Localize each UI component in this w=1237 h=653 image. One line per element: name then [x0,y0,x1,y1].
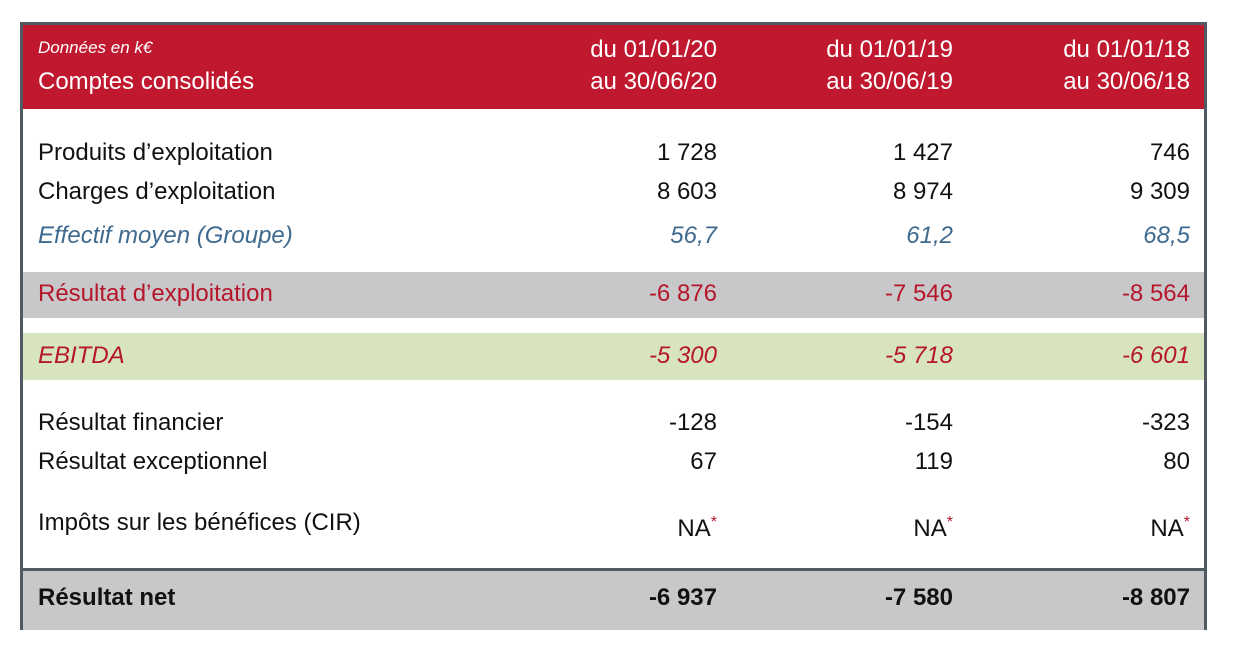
row-label: Charges d’exploitation [38,178,276,205]
header-band [23,25,1204,109]
cell: 1 728 [656,139,717,166]
cell: -8 564 [1121,280,1190,307]
cell: 80 [1163,448,1190,475]
footnote-mark: * [710,514,717,531]
cell: 746 [1149,139,1190,166]
cell: -6 937 [648,584,717,611]
cell: 119 [914,448,953,475]
cell-text: NA [1150,515,1184,542]
row-label: Produits d’exploitation [38,139,273,166]
footnote-mark: * [946,514,953,531]
cell: -7 580 [884,584,953,611]
row-label: Résultat net [38,584,176,611]
cell: 56,7 [670,222,717,249]
header-title: Comptes consolidés [38,68,255,95]
period-label: au 30/06/18 [1063,68,1190,95]
cell: NA* [1150,509,1190,543]
unit: Données en k€ [38,38,153,57]
cell: 9 309 [1129,178,1190,205]
cell-text: NA [913,515,947,542]
cell: -8 807 [1121,584,1190,611]
cell: -323 [1141,409,1190,436]
period-label: au 30/06/20 [590,68,717,95]
row-label: Résultat exceptionnel [38,448,268,475]
cell: 8 974 [892,178,953,205]
row-label: Résultat financier [38,409,224,436]
cell: 8 603 [656,178,717,205]
cell: NA* [913,509,953,543]
cell-text: NA [677,515,711,542]
row-label: Impôts sur les bénéfices (CIR) [38,509,361,536]
cell: -5 300 [648,342,717,369]
cell: -154 [904,409,953,436]
period-label: au 30/06/19 [826,68,953,95]
cell: 67 [690,448,717,475]
cell: -7 546 [884,280,953,307]
cell: -6 876 [648,280,717,307]
period-label: du 01/01/18 [1063,36,1190,63]
period-label: du 01/01/19 [826,36,953,63]
table-frame [20,22,1207,630]
period-label: du 01/01/20 [590,36,717,63]
cell: -6 601 [1121,342,1190,369]
total-band [23,568,1204,630]
row-label: Effectif moyen (Groupe) [38,222,293,249]
cell: -128 [668,409,717,436]
cell: 1 427 [892,139,953,166]
row-band [23,333,1204,380]
row-label: Résultat d’exploitation [38,280,273,307]
cell: -5 718 [884,342,953,369]
footnote-mark: * [1183,514,1190,531]
cell: 68,5 [1143,222,1190,249]
row-band [23,272,1204,318]
cell: NA* [677,509,717,543]
cell: 61,2 [906,222,953,249]
row-label: EBITDA [38,342,125,369]
